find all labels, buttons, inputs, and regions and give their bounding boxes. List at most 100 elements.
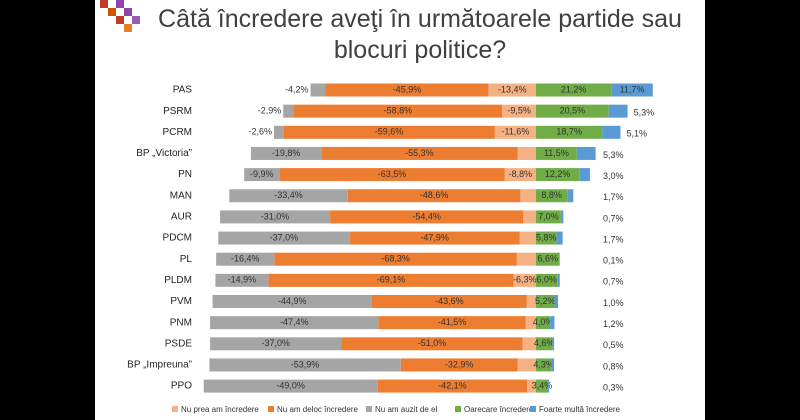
value-label: 6,6% <box>537 254 558 264</box>
category-label: PPO <box>171 381 192 392</box>
bar-segment <box>504 168 536 182</box>
bar-segment <box>579 168 590 182</box>
value-label: -13,4% <box>498 84 527 94</box>
value-label: -47,4% <box>280 317 309 327</box>
bar-segment <box>556 231 563 245</box>
category-label: BP „Impreuna” <box>127 360 192 371</box>
value-label: -63,5% <box>378 169 407 179</box>
value-label: 7,0% <box>538 211 559 221</box>
bar-segment <box>517 146 536 160</box>
value-label: -6,3% <box>513 275 537 285</box>
bar-segment <box>576 146 596 160</box>
value-label: -42,1% <box>438 380 467 390</box>
bar-segment <box>611 83 653 97</box>
value-label: 18,7% <box>556 127 582 137</box>
bar-segment <box>283 104 294 118</box>
legend-label: Oarecare încredere <box>464 405 534 414</box>
bar-segment <box>371 295 527 308</box>
bar-segment <box>527 379 536 393</box>
value-label: -33,4% <box>274 190 303 200</box>
bar-segment <box>608 104 628 118</box>
bar-segment <box>550 316 555 330</box>
category-label: BP „Victoria” <box>136 148 192 159</box>
value-label: -9,9% <box>250 169 274 179</box>
value-label: 0,5% <box>603 340 624 350</box>
category-label: PL <box>180 254 193 265</box>
bar-segment <box>400 358 518 372</box>
bar-segment <box>216 252 275 266</box>
bar-segment <box>378 316 526 330</box>
bar-segment <box>526 295 536 308</box>
value-label: -2,6% <box>248 127 272 137</box>
value-label: 6,0% <box>536 275 557 285</box>
bar-segment <box>293 104 503 118</box>
value-label: 11,5% <box>544 148 569 158</box>
legend-label: Nu am deloc încredere <box>277 405 358 414</box>
value-label: -2,9% <box>258 106 282 116</box>
category-label: MAN <box>170 190 192 201</box>
value-label: 3,0% <box>603 171 624 181</box>
bar-segment <box>341 337 523 351</box>
value-label: -53,9% <box>291 359 320 369</box>
legend-label: Nu prea am încredere <box>181 405 259 414</box>
category-label: PN <box>178 169 192 180</box>
bar-segment <box>212 295 372 308</box>
category-label: PSRM <box>163 106 192 117</box>
value-label: -32,9% <box>445 359 474 369</box>
bar-segment <box>536 168 580 182</box>
value-label: -37,0% <box>270 232 299 242</box>
bar-segment <box>347 189 521 203</box>
category-label: PCRM <box>163 127 192 138</box>
bar-segment <box>551 358 555 372</box>
category-label: AUR <box>171 212 192 223</box>
bar-segment <box>229 189 348 203</box>
value-label: -11,6% <box>501 127 529 137</box>
bar-segment <box>210 316 379 330</box>
value-label: -48,6% <box>420 190 449 200</box>
bar-segment <box>349 231 520 245</box>
bar-segment <box>519 231 536 245</box>
bar-segment <box>220 210 331 224</box>
value-label: -58,8% <box>384 106 413 116</box>
bar-segment <box>210 337 342 351</box>
bar-segment <box>274 252 517 266</box>
bar-segment <box>536 83 612 97</box>
bar-segment <box>203 379 378 393</box>
category-label: PLDM <box>164 275 192 286</box>
value-label: 0,8% <box>603 361 624 371</box>
bar-segment <box>536 189 568 203</box>
bar-segment <box>536 379 549 393</box>
value-label: -45,9% <box>393 84 422 94</box>
bar-segment <box>274 125 284 139</box>
value-label: 21,2% <box>561 84 587 94</box>
chart-title: Câtă încredere aveţi în următoarele part… <box>158 5 682 64</box>
bar-segment <box>525 316 536 330</box>
bar-segment <box>283 125 495 139</box>
value-label: -31,0% <box>261 211 290 221</box>
bar-segment <box>536 210 561 224</box>
value-label: 20,5% <box>560 106 586 116</box>
bar-segment <box>250 146 322 160</box>
value-label: 5,1% <box>626 129 647 139</box>
value-label: 4,6% <box>534 338 555 348</box>
value-label: 0,3% <box>603 382 624 392</box>
bar-segment <box>536 295 555 308</box>
bar-segment <box>557 273 560 287</box>
value-label: -47,9% <box>420 232 449 242</box>
legend-marker <box>268 406 274 412</box>
value-label: -37,0% <box>262 338 291 348</box>
bar-segment <box>523 210 536 224</box>
value-label: -55,3% <box>405 148 434 158</box>
value-label: -4,2% <box>285 84 309 94</box>
legend-marker <box>172 406 178 412</box>
value-label: 1,2% <box>603 319 624 329</box>
bar-segment <box>548 379 550 393</box>
value-label: 0,1% <box>603 256 624 266</box>
value-label: 12,2% <box>545 169 571 179</box>
bar-segment <box>516 252 536 266</box>
bar-segment <box>215 273 269 287</box>
bar-segment <box>552 337 555 351</box>
bar-segment <box>279 168 505 182</box>
bar-segment <box>536 125 603 139</box>
